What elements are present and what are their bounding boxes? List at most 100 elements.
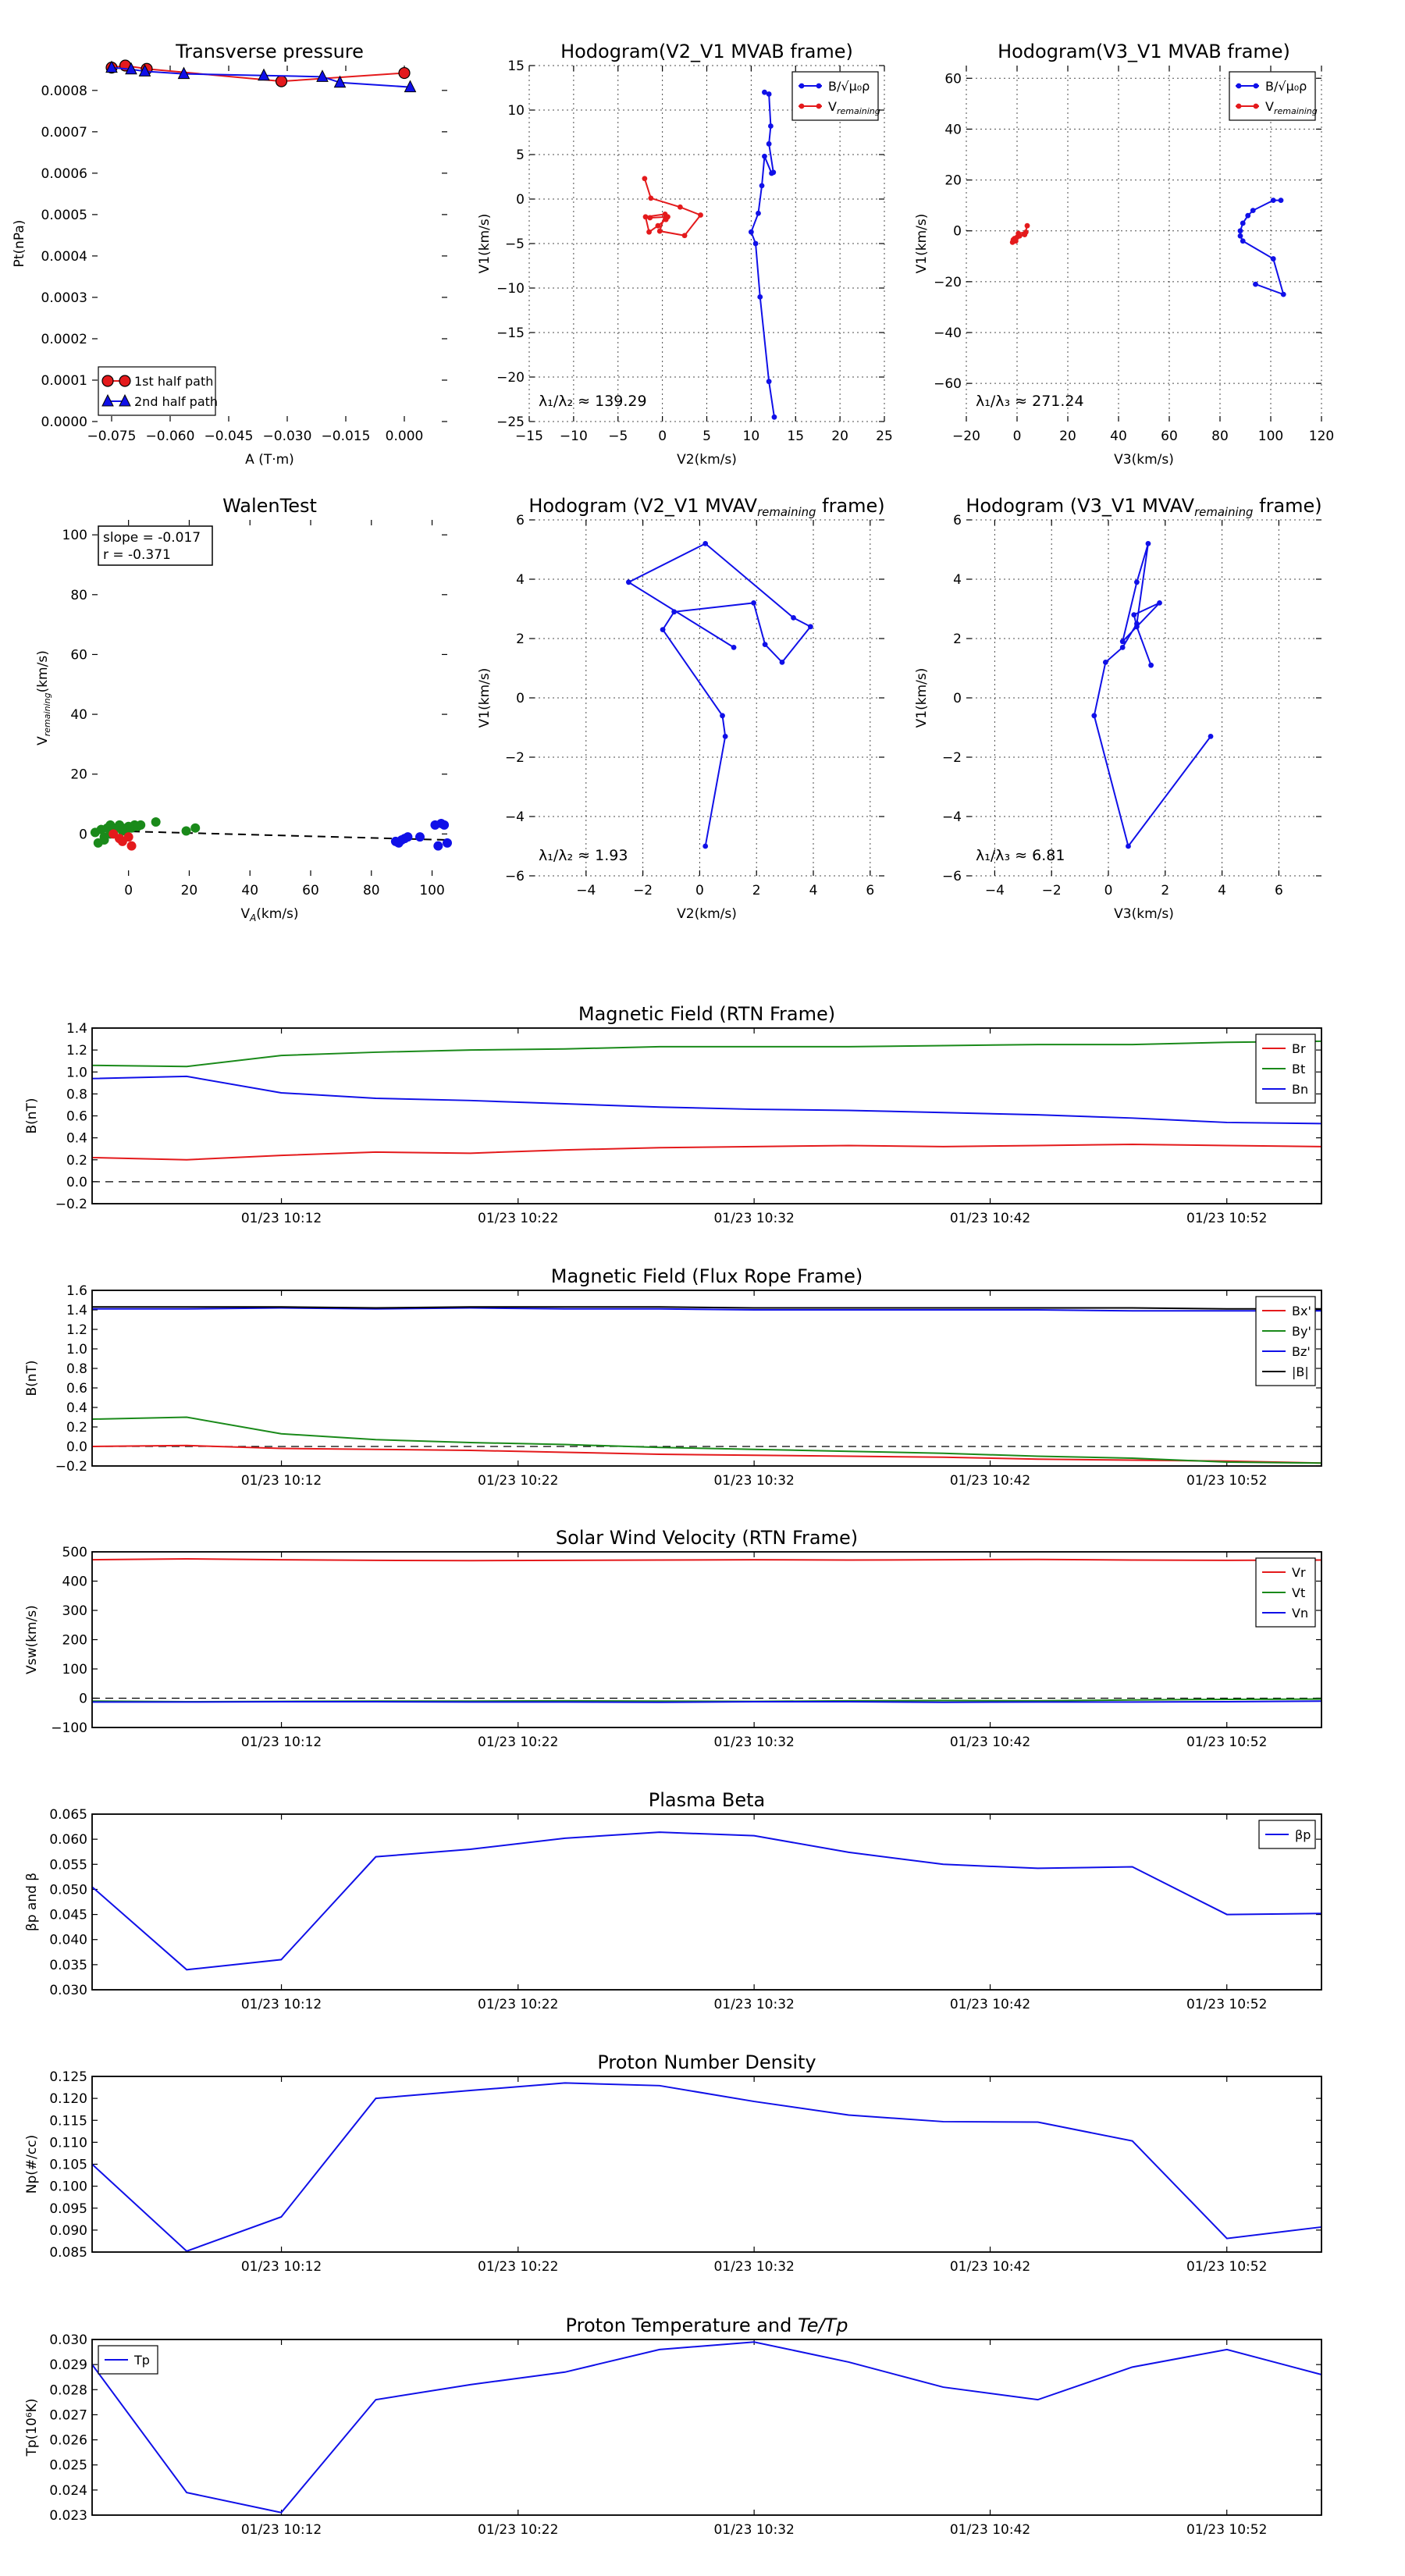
x-tick-label: 01/23 10:52 [1186,2522,1267,2538]
legend-marker [101,393,114,407]
x-tick-label: −4 [576,883,596,898]
y-tick-label: 0.060 [49,1832,87,1848]
x-tick-label: 120 [1309,429,1334,444]
panel-title: Hodogram(V2_V1 MVAB frame) [560,41,853,62]
chart-hodo2: Hodogram(V3_V1 MVAB frame) −60 −40 −20 0 20 40… [914,41,1334,468]
plot-frame [91,1551,1322,1728]
x-tick-label: 01/23 10:32 [713,2259,794,2275]
data-point [642,176,648,182]
y-tick-label: 0.0001 [41,373,87,389]
y-tick-label: 0.100 [49,2179,87,2195]
y-tick-label: 0.125 [49,2069,87,2085]
y-tick-label: 1.0 [66,1342,87,1357]
x-tick-label: 4 [1218,883,1226,898]
x-tick-label: −0.060 [146,429,195,444]
legend-label: Vremaining [1265,99,1318,116]
panel-title: Solar Wind Velocity (RTN Frame) [556,1527,858,1549]
y-tick-label: 0.085 [49,2245,87,2261]
y-tick-label: 4 [953,572,962,588]
chart-tp: Transverse pressure 0.0000 0.0001 0.0002 0.0… [12,41,447,468]
data-point [105,60,118,73]
data-point [439,820,450,830]
series-line-blue [627,543,812,847]
data-point [108,829,119,839]
x-tick-label: 01/23 10:52 [1186,2259,1267,2275]
x-tick-label: 01/23 10:42 [950,1211,1030,1226]
data-point [126,841,137,851]
data-point [403,832,413,842]
x-tick-label: −10 [560,429,588,444]
data-point [762,89,767,95]
y-tick-label: 0.6 [66,1381,87,1397]
y-tick-label: 0.6 [66,1109,87,1125]
y-tick-label: −0.2 [55,1197,87,1212]
x-tick-label: −4 [985,883,1005,898]
plot-frame [91,1290,1322,1467]
plot-frame [91,1813,1322,1991]
x-tick-label: 01/23 10:12 [241,2259,322,2275]
x-tick-label: 100 [419,883,444,898]
y-tick-label: −40 [934,326,962,341]
x-tick-label: 60 [1161,429,1178,444]
data-point [681,233,688,239]
data-point [1240,220,1246,226]
y-tick-label: −15 [496,326,525,341]
eigen-ratio-annotation: λ₁/λ₃ ≈ 271.24 [976,393,1084,410]
data-point [1024,222,1030,229]
data-point [779,660,785,665]
data-point [177,66,190,80]
legend-label: Bx' [1292,1304,1311,1318]
y-axis-label: Pt(nPa) [12,220,27,268]
chart-hodo4: Hodogram (V3_V1 MVAVremaining frame) −6 −4… [914,495,1322,922]
panel-title: Hodogram (V3_V1 MVAVremaining frame) [966,495,1321,519]
data-point [136,820,146,830]
series-line-By' [91,1416,1322,1464]
y-tick-label: 0.030 [49,2332,87,2348]
data-point [655,222,661,229]
x-tick-label: 6 [1275,883,1283,898]
x-tick-label: 01/23 10:32 [713,2522,794,2538]
series-line-red [111,64,405,83]
data-point [647,215,653,221]
x-tick-label: 01/23 10:22 [478,1211,558,1226]
x-tick-label: −15 [515,429,543,444]
x-tick-label: 40 [241,883,258,898]
legend-marker [799,83,805,89]
y-tick-label: 0 [953,224,962,240]
chart-hodo1: Hodogram(V2_V1 MVAB frame) −25 −20 −15 −10 −5… [477,41,893,468]
data-point [151,817,161,827]
data-point [1280,291,1286,297]
x-tick-label: −0.015 [322,429,371,444]
x-tick-label: 01/23 10:12 [241,2522,322,2538]
series-line-Bz' [92,1307,1321,1312]
x-tick-label: 20 [1059,429,1076,444]
legend-label: Vn [1292,1606,1308,1621]
data-point [762,642,768,647]
y-tick-label: 4 [516,572,525,588]
data-point [702,541,709,546]
y-tick-label: 60 [70,647,87,663]
y-tick-label: 60 [944,71,962,87]
x-axis-label: V3(km/s) [1114,452,1174,468]
data-point [1091,713,1097,719]
panel-title: Transverse pressure [175,41,364,62]
legend-label: Bz' [1292,1344,1311,1359]
series-line-βp [91,1831,1322,1971]
data-point [698,212,703,218]
chart-beta: Plasma Beta 0.030 0.035 0.040 0.045 0.050 0.05… [24,1789,1322,2012]
x-tick-label: 0 [1013,429,1022,444]
y-tick-label: 40 [70,707,87,723]
x-tick-label: 01/23 10:52 [1186,1735,1267,1750]
panel-title: Magnetic Field (RTN Frame) [578,1003,835,1025]
eigen-ratio-annotation: λ₁/λ₂ ≈ 139.29 [539,393,647,410]
y-tick-label: 1.2 [66,1322,87,1338]
data-point [1240,238,1246,244]
x-tick-label: 6 [866,883,874,898]
legend-marker [1253,83,1259,89]
x-tick-label: 01/23 10:32 [713,1473,794,1489]
x-tick-label: 01/23 10:22 [478,1997,558,2012]
x-tick-label: 01/23 10:42 [950,2522,1030,2538]
series-line-Tp [91,2341,1322,2514]
data-point [1253,281,1258,287]
data-point [656,228,663,234]
